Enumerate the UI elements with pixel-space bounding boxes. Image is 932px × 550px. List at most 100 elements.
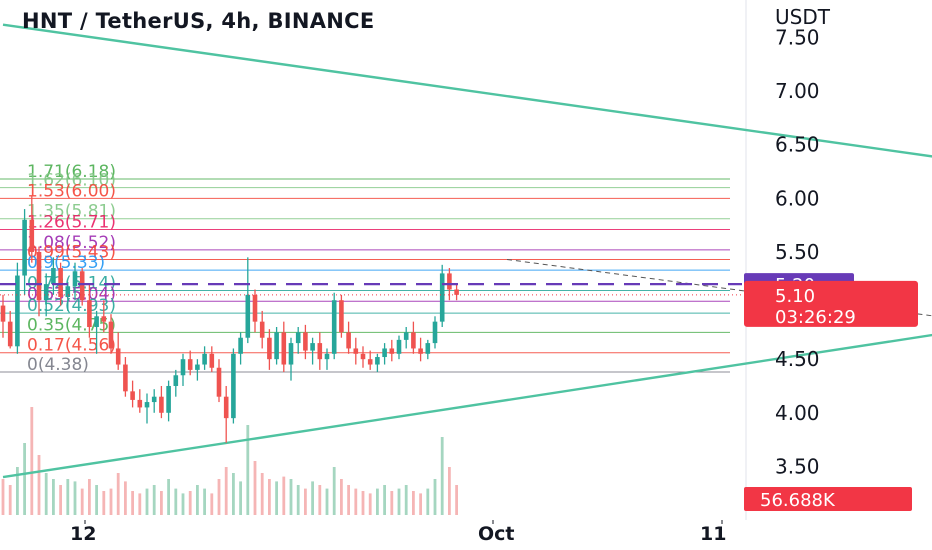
candle-body xyxy=(331,300,337,354)
volume-bar xyxy=(131,491,134,515)
y-tick-label: 7.00 xyxy=(775,79,820,103)
volume-bar xyxy=(232,473,235,515)
x-tick-label: 12 xyxy=(70,523,96,545)
fib-level-label: 1.53(6.00) xyxy=(27,181,116,201)
candle-body xyxy=(367,359,373,365)
volume-bar xyxy=(160,491,163,515)
volume-bar xyxy=(109,488,113,515)
last-price-badge-text: 5.10 xyxy=(775,286,815,307)
volume-bar xyxy=(440,437,444,515)
candle-body xyxy=(223,396,229,419)
volume-bar xyxy=(95,485,98,515)
candle-body xyxy=(209,353,215,368)
volume-bar xyxy=(340,479,343,515)
candle-body xyxy=(382,348,387,358)
descending-trendline xyxy=(2,23,932,158)
fib-level-label: 0.17(4.56) xyxy=(27,336,116,356)
fib-level-label: 1.08(5.52) xyxy=(27,233,116,253)
volume-bar xyxy=(354,488,358,515)
candle-body xyxy=(108,321,114,349)
candle-body xyxy=(432,321,438,344)
candle-body xyxy=(187,359,193,370)
y-tick-label: 6.00 xyxy=(775,186,820,210)
candle-body xyxy=(180,359,186,376)
volume-bar xyxy=(66,479,70,515)
volume-bar xyxy=(246,425,250,515)
volume-bars xyxy=(1,407,458,515)
candle-body xyxy=(123,364,128,392)
candle-body xyxy=(310,343,315,351)
currency-label: USDT xyxy=(775,5,831,29)
volume-bar xyxy=(80,488,84,515)
candle-body xyxy=(159,396,164,413)
volume-bar xyxy=(282,476,286,515)
volume-bar xyxy=(332,467,336,515)
volume-bar xyxy=(16,467,19,515)
volume-bar xyxy=(52,479,55,515)
trendlines xyxy=(2,23,932,479)
volume-bar xyxy=(433,479,437,515)
candle-body xyxy=(58,268,63,297)
candle-body xyxy=(7,321,13,347)
candle-body xyxy=(65,286,71,297)
volume-bar xyxy=(361,491,365,515)
candle-body xyxy=(101,316,107,322)
volume-bar xyxy=(448,467,451,515)
candle-body xyxy=(115,348,121,365)
candle-body xyxy=(418,348,423,354)
candle-body xyxy=(144,402,150,408)
volume-bar xyxy=(268,479,271,515)
candle-body xyxy=(281,332,287,365)
candle-body xyxy=(173,375,179,386)
volume-bar xyxy=(318,485,322,515)
candle-body xyxy=(447,273,452,290)
fib-level-label: 0.72(5.14) xyxy=(27,274,116,294)
volume-bar xyxy=(8,485,12,515)
current-price-line xyxy=(0,283,742,296)
candle-body xyxy=(22,219,27,276)
volume-bar xyxy=(239,481,242,515)
volume-bar xyxy=(304,488,307,515)
volume-bar xyxy=(383,485,386,515)
candle-body xyxy=(51,268,56,285)
candle-body xyxy=(166,385,171,413)
volume-bar xyxy=(138,493,142,515)
volume-bar xyxy=(368,493,372,515)
fib-level-label: 1.35(5.81) xyxy=(27,202,116,222)
y-tick-label: 4.00 xyxy=(775,401,820,425)
fib-level-label: 0.9(5.33) xyxy=(27,253,105,273)
y-tick-label: 5.50 xyxy=(775,240,820,264)
candle-body xyxy=(317,343,323,360)
volume-bar xyxy=(181,493,185,515)
candle-body xyxy=(130,391,135,400)
volume-bar xyxy=(404,485,408,515)
candle-body xyxy=(245,294,251,338)
candle-body xyxy=(274,332,279,360)
candle-body xyxy=(267,337,272,360)
countdown-badge-text: 03:26:29 xyxy=(775,307,856,328)
volume-bar xyxy=(152,485,156,515)
volume-bar xyxy=(455,485,458,515)
time-axis[interactable]: 12 Oct 11 xyxy=(70,520,726,545)
volume-badge xyxy=(744,487,912,511)
candle-body xyxy=(454,289,459,295)
volume-bar xyxy=(196,485,199,515)
candle-body xyxy=(72,271,78,287)
candle-body xyxy=(195,364,200,370)
volume-bar xyxy=(124,481,127,515)
ascending-trendline xyxy=(2,333,932,479)
volume-bar xyxy=(390,491,394,515)
candle-body xyxy=(295,332,301,344)
candle-body xyxy=(231,353,236,419)
volume-bar xyxy=(203,488,206,515)
volume-bar xyxy=(30,407,34,515)
volume-bar xyxy=(412,491,415,515)
fib-level-label: 1.71(6.18) xyxy=(27,162,116,182)
candle-body xyxy=(238,337,243,354)
volume-bar xyxy=(426,488,430,515)
fibonacci-levels: 1.71(6.18)1.62(6.10)1.53(6.00)1.35(5.81)… xyxy=(0,162,730,375)
volume-bar xyxy=(102,491,106,515)
volume-bar xyxy=(275,481,278,515)
